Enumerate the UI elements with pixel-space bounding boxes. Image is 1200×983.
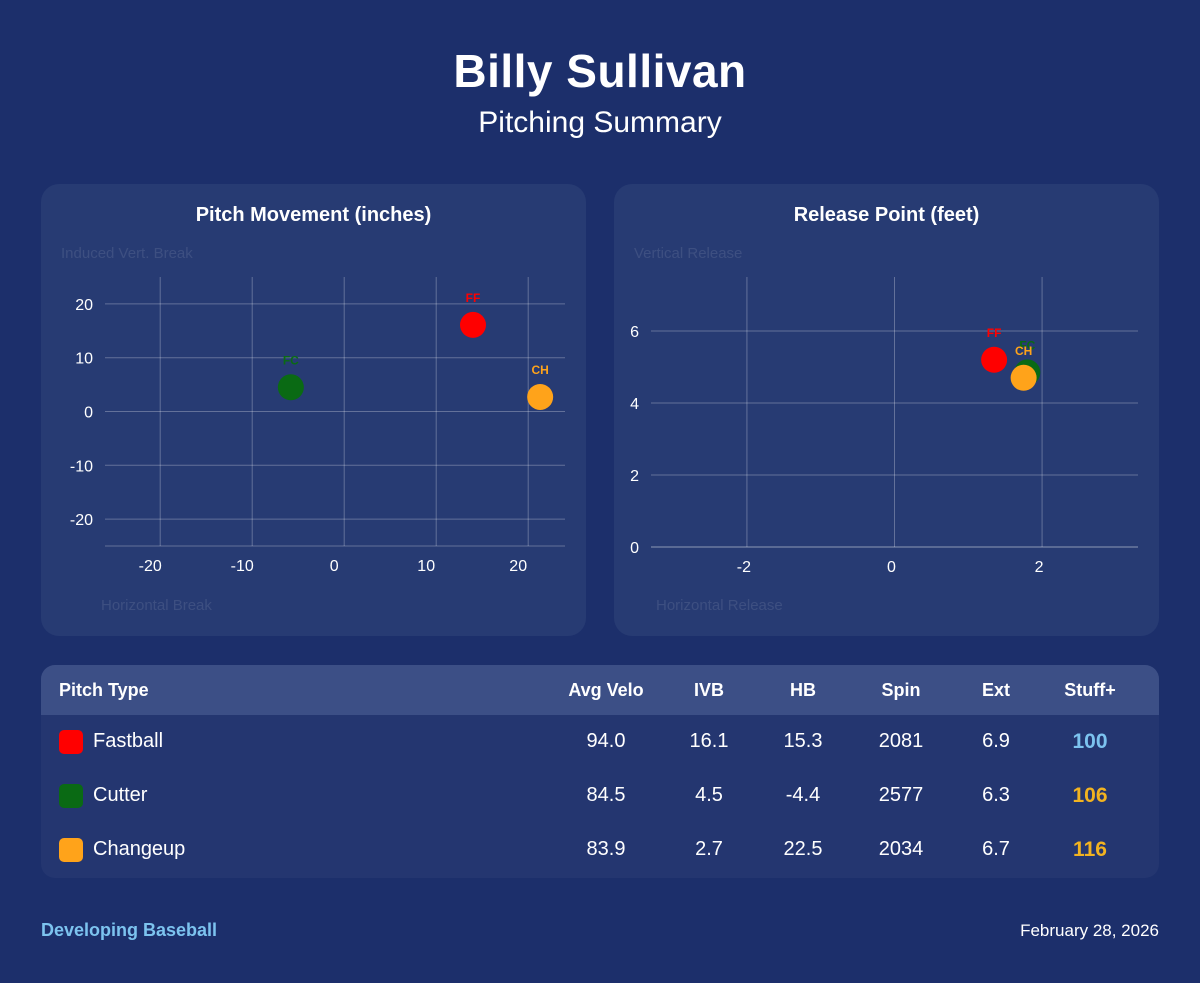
y-tick-label: 20 [75,297,93,314]
header-pitch-type: Pitch Type [59,680,149,700]
avg-velo-value: 94.0 [586,730,626,752]
point-ch [527,383,554,410]
point-label-ff: FF [466,291,481,305]
y-tick-label: -10 [70,458,93,475]
y-tick-label: 0 [630,540,639,557]
pitch-movement-title: Pitch Movement (inches) [195,204,432,226]
x-axis-label: Horizontal Break [101,597,212,614]
header-stuff-plus: Stuff+ [1064,680,1116,700]
ext-value: 6.9 [982,730,1010,752]
fastball-color-swatch [59,730,83,754]
x-tick-label: -2 [737,559,751,576]
y-axis-label: Induced Vert. Break [61,245,193,262]
header-avg-velo: Avg Velo [568,680,644,700]
table-row: Changeup 83.9 2.7 22.5 2034 6.7 116 [41,823,1159,877]
report-date: February 28, 2026 [1020,921,1159,940]
y-tick-label: 0 [84,405,93,422]
cutter-color-swatch [59,784,83,808]
point-label-ch: CH [531,363,548,377]
y-tick-label: 10 [75,351,93,368]
spin-value: 2577 [878,784,924,806]
spin-value: 2034 [878,838,924,860]
pitch-name: Fastball [93,730,164,752]
release-point-panel: Release Point (feet) Vertical Release Hor… [614,184,1159,636]
spin-value: 2081 [878,730,924,752]
stuff-plus-value: 100 [1072,730,1108,753]
ext-value: 6.3 [982,784,1010,806]
x-axis-label: Horizontal Release [656,597,783,614]
hb-value: -4.4 [785,784,821,806]
table-row: Cutter 84.5 4.5 -4.4 2577 6.3 106 [41,769,1159,823]
table-header: Pitch Type Avg Velo IVB HB Spin Ext Stuf… [41,665,1159,715]
brand-link[interactable]: Developing Baseball [41,920,218,940]
y-tick-label: 2 [630,468,639,485]
y-axis-label: Vertical Release [634,245,742,262]
report-subtitle: Pitching Summary [478,106,722,139]
avg-velo-value: 83.9 [586,838,626,860]
x-tick-label: 20 [509,558,527,575]
header-ivb: IVB [693,680,724,700]
ivb-value: 2.7 [695,838,723,860]
x-tick-label: -20 [139,558,162,575]
header-spin: Spin [881,680,921,700]
release-point-title: Release Point (feet) [793,204,980,226]
ivb-value: 16.1 [689,730,729,752]
stuff-plus-value: 116 [1073,838,1107,861]
pitch-name: Cutter [93,784,148,806]
changeup-color-swatch [59,838,83,862]
point-ff [460,311,486,338]
point-ff [981,346,1008,373]
point-label-fc: FC [283,353,299,367]
y-tick-label: -20 [70,512,93,529]
y-tick-label: 6 [630,324,639,341]
x-tick-label: 2 [1035,559,1044,576]
x-tick-label: 0 [887,559,896,576]
pitch-name: Changeup [93,838,186,860]
pitch-movement-chart: Induced Vert. Break Horizontal Break -20 -1… [61,245,565,614]
hb-value: 15.3 [783,730,823,752]
ext-value: 6.7 [982,838,1010,860]
point-label-ff: FF [987,326,1002,340]
point-label-fc: FC [1019,338,1035,352]
header-hb: HB [790,680,816,700]
point-ch [1010,364,1037,391]
ivb-value: 4.5 [695,784,723,806]
x-tick-label: -10 [231,558,254,575]
x-tick-label: 10 [417,558,435,575]
player-name: Billy Sullivan [453,45,747,97]
hb-value: 22.5 [783,838,823,860]
point-fc [277,374,304,401]
avg-velo-value: 84.5 [586,784,626,806]
x-tick-label: 0 [330,558,339,575]
y-tick-label: 4 [630,396,639,413]
stuff-plus-value: 106 [1072,784,1108,807]
pitch-table: Pitch Type Avg Velo IVB HB Spin Ext Stuf… [41,665,1159,878]
release-point-chart: Vertical Release Horizontal Release -2 0 2 0 2… [630,245,1138,614]
table-row: Fastball 94.0 16.1 15.3 2081 6.9 100 [41,715,1159,769]
header-ext: Ext [981,680,1010,700]
point-label-ch: CH [1015,344,1032,358]
pitch-movement-panel: Pitch Movement (inches) Induced Vert. Br… [41,184,586,636]
